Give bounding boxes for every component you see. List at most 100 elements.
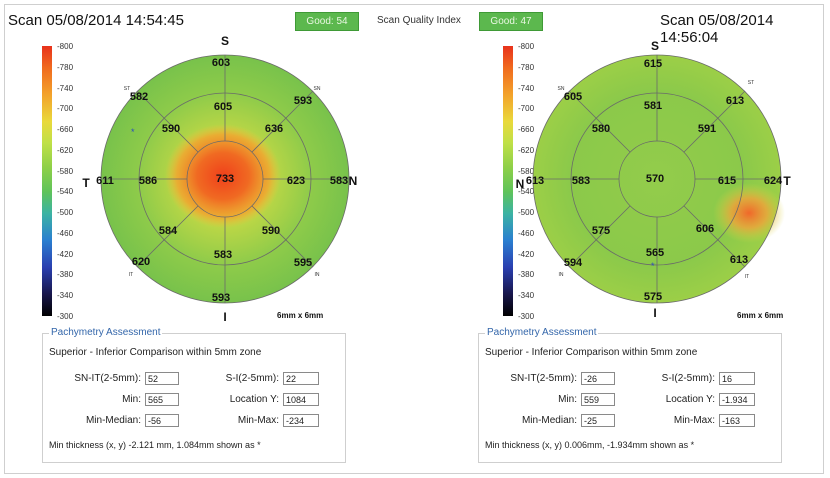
right-min-label: Min: <box>558 394 577 405</box>
right-colorbar-tick: -300 <box>518 312 535 321</box>
left-colorbar-tick: -740 <box>57 83 74 93</box>
left-dir-st: ST <box>123 86 131 92</box>
right-colorbar-tick: -420 <box>518 249 535 259</box>
left-map-svg: * <box>100 54 350 304</box>
right-sector-outer-s: 615 <box>643 58 663 70</box>
right-dir-sn: SN <box>557 86 565 92</box>
right-sector-inner-n: 615 <box>717 175 737 187</box>
left-dir-it: IT <box>128 272 134 278</box>
left-dir-t: T <box>82 176 90 190</box>
left-colorbar-tick: -660 <box>57 125 74 135</box>
right-quality-badge: Good: 47 <box>479 12 543 31</box>
left-sector-inner-n: 623 <box>286 175 306 187</box>
left-sector-outer-s: 603 <box>211 57 231 69</box>
left-sector-outer-st: 582 <box>129 91 149 103</box>
right-sector-inner-t: 583 <box>571 175 591 187</box>
right-pachymetry-panel: Pachymetry Assessment Superior - Inferio… <box>478 327 782 463</box>
right-min-max-field[interactable]: -163 <box>719 414 755 427</box>
right-sn-it-field[interactable]: -26 <box>581 372 615 385</box>
left-colorbar-tick: -340 <box>57 291 74 301</box>
right-sector-center: 570 <box>645 173 665 185</box>
left-sector-inner-sn: 636 <box>264 123 284 135</box>
left-colorbar-tick: -420 <box>57 249 74 259</box>
left-sector-outer-n: 583 <box>329 175 349 187</box>
left-panel-legend: Pachymetry Assessment <box>49 327 163 338</box>
left-panel-subtitle: Superior - Inferior Comparison within 5m… <box>49 347 262 358</box>
right-sector-inner-sn: 591 <box>697 123 717 135</box>
right-sector-outer-in: 613 <box>729 254 749 266</box>
left-sector-outer-in: 595 <box>293 257 313 269</box>
right-min-thickness-note: Min thickness (x, y) 0.006mm, -1.934mm s… <box>485 440 695 450</box>
left-pachymetry-panel: Pachymetry Assessment Superior - Inferio… <box>42 327 346 463</box>
left-min-max-field[interactable]: -234 <box>283 414 319 427</box>
left-dir-in: IN <box>314 272 320 278</box>
right-colorbar-tick: -620 <box>518 145 535 155</box>
left-scan-title: Scan 05/08/2014 14:54:45 <box>8 12 184 29</box>
left-colorbar <box>42 46 52 316</box>
left-colorbar-tick: -800 <box>57 42 74 51</box>
left-min-field[interactable]: 565 <box>145 393 179 406</box>
left-hot-spot <box>165 124 281 228</box>
right-dir-t: T <box>783 174 791 188</box>
left-s-i-label: S-I(2-5mm): <box>225 373 279 384</box>
right-s-i-label: S-I(2-5mm): <box>661 373 715 384</box>
left-colorbar-tick: -580 <box>57 166 74 176</box>
right-colorbar-tick: -800 <box>518 42 535 51</box>
left-colorbar-tick: -300 <box>57 312 74 321</box>
right-colorbar-ticks: -800 -780 -740 -700 -660 -620 -580 -540 -500 -460… <box>518 42 548 322</box>
right-sector-outer-t: 613 <box>525 175 545 187</box>
right-colorbar-tick: -660 <box>518 125 535 135</box>
left-colorbar-ticks: -800 -780 -740 -700 -660 -620 -580 -540 -500 -460… <box>57 42 87 322</box>
right-min-max-label: Min-Max: <box>673 415 715 426</box>
left-min-median-field[interactable]: -56 <box>145 414 179 427</box>
left-min-label: Min: <box>122 394 141 405</box>
left-min-marker: * <box>131 127 135 137</box>
right-sector-inner-s: 581 <box>643 100 663 112</box>
right-min-field[interactable]: 559 <box>581 393 615 406</box>
left-sn-it-field[interactable]: 52 <box>145 372 179 385</box>
left-size-note: 6mm x 6mm <box>277 311 324 320</box>
right-s-i-field[interactable]: 16 <box>719 372 755 385</box>
right-dir-in: IN <box>558 272 564 278</box>
left-dir-sn: SN <box>313 86 321 92</box>
left-sector-outer-i: 593 <box>211 292 231 304</box>
right-map-svg: * <box>532 54 785 304</box>
right-colorbar-tick: -340 <box>518 291 535 301</box>
right-min-median-field[interactable]: -25 <box>581 414 615 427</box>
right-colorbar <box>503 46 513 316</box>
right-sector-inner-i: 565 <box>645 247 665 259</box>
right-sector-grid <box>532 54 782 304</box>
left-sector-center: 733 <box>215 173 235 185</box>
right-sector-outer-i: 575 <box>643 291 663 303</box>
right-colorbar-tick: -580 <box>518 166 535 176</box>
right-loc-y-label: Location Y: <box>665 394 715 405</box>
left-colorbar-tick: -700 <box>57 104 74 114</box>
right-sector-inner-it: 575 <box>591 225 611 237</box>
left-colorbar-tick: -380 <box>57 270 74 280</box>
right-colorbar-tick: -460 <box>518 228 535 238</box>
left-dir-s: S <box>220 34 230 48</box>
left-sector-inner-st: 590 <box>161 123 181 135</box>
right-colorbar-tick: -740 <box>518 83 535 93</box>
right-loc-y-field[interactable]: -1.934 <box>719 393 755 406</box>
left-sector-inner-it: 584 <box>158 225 178 237</box>
right-colorbar-tick: -500 <box>518 208 535 218</box>
right-scan-title: Scan 05/08/2014 14:56:04 <box>660 12 774 46</box>
left-sector-grid <box>100 54 350 304</box>
left-loc-y-field[interactable]: 1084 <box>283 393 319 406</box>
right-min-marker: * <box>651 261 655 271</box>
right-dir-st: ST <box>747 80 755 86</box>
right-colorbar-tick: -700 <box>518 104 535 114</box>
left-s-i-field[interactable]: 22 <box>283 372 319 385</box>
right-colorbar-tick: -540 <box>518 187 535 197</box>
right-sector-inner-st: 580 <box>591 123 611 135</box>
right-warm-spot <box>713 183 785 243</box>
left-dir-n: N <box>348 174 358 188</box>
left-sector-inner-i: 583 <box>213 249 233 261</box>
right-dir-s: S <box>650 39 660 53</box>
right-colorbar-tick: -380 <box>518 270 535 280</box>
left-pachymetry-map[interactable]: * S I N T ST SN IN IT 733 605 636 623 59… <box>82 34 361 324</box>
right-colorbar-tick: -780 <box>518 62 535 72</box>
right-pachymetry-map[interactable]: * S I N T ST SN IN IT 570 581 591 615 60… <box>516 39 793 320</box>
left-colorbar-tick: -460 <box>57 228 74 238</box>
